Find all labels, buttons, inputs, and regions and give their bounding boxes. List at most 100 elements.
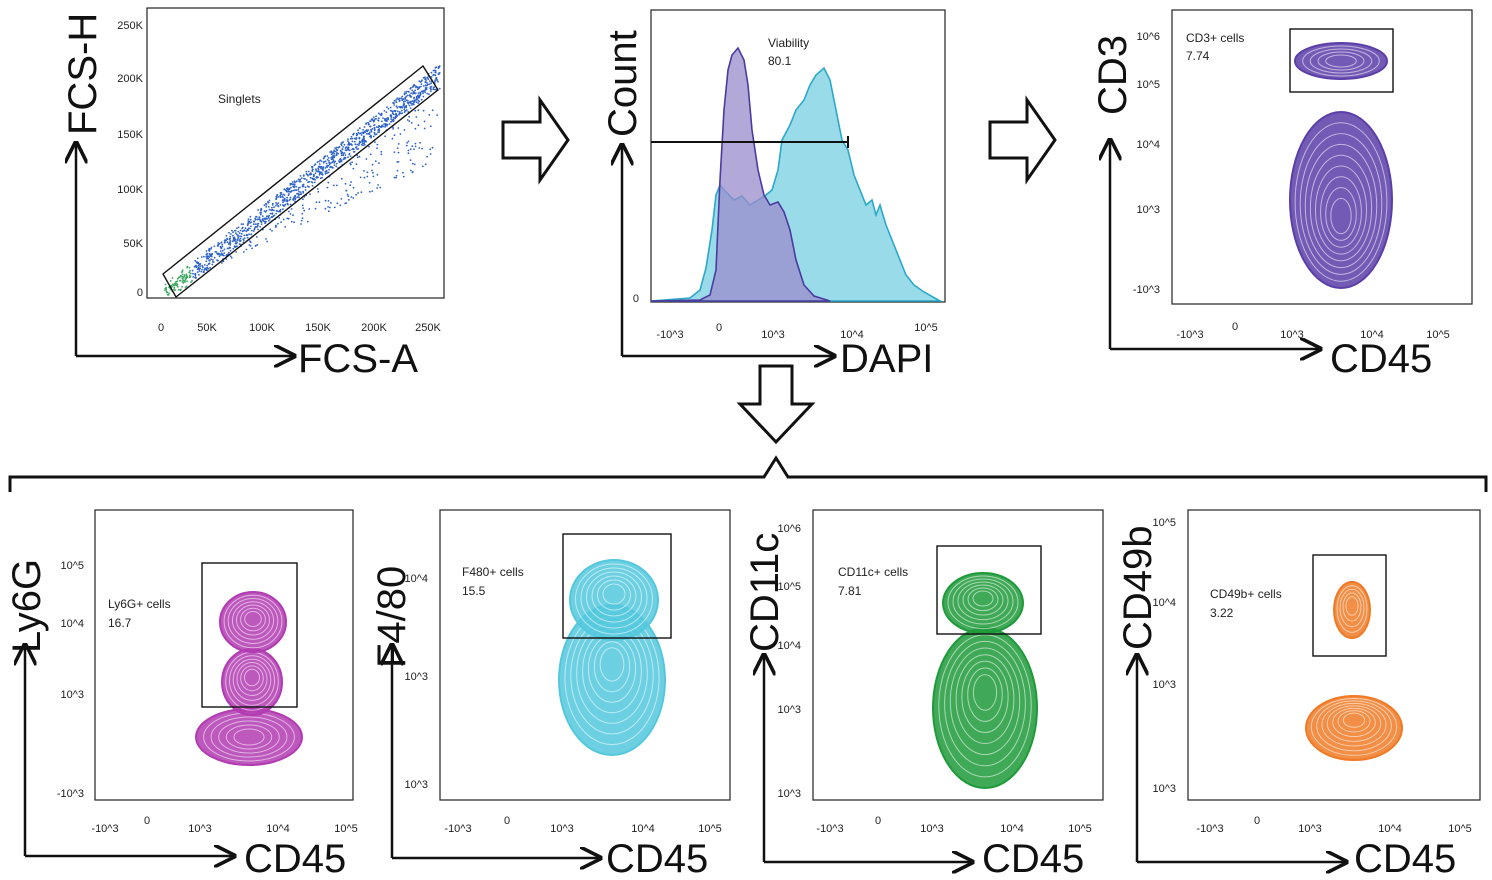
scatter-point [326,158,329,161]
scatter-point [236,241,239,244]
contours [932,572,1038,789]
scatter-point [380,150,383,153]
scatter-point [351,148,354,151]
contour-line [1299,133,1383,275]
contour-line [1336,585,1368,633]
scatter-point [346,193,349,196]
x-tick: 10^5 [1448,823,1472,835]
scatter-point [221,249,224,252]
scatter-point [199,263,202,265]
scatter-point [332,160,335,163]
scatter-point [384,126,386,128]
scatter-point [392,116,395,119]
scatter-point [332,167,334,169]
scatter-point [171,285,174,288]
scatter-point [347,148,349,151]
scatter-point [236,227,238,230]
scatter-point [226,241,229,244]
scatter-point [421,147,423,150]
contour-line [1330,197,1352,235]
scatter-point [333,162,336,164]
scatter-point [408,94,411,97]
scatter-point [395,176,397,179]
y-axis-label: Count [601,30,645,137]
y-tick-labels: 0 50K 100K 150K 200K 250K [117,20,143,299]
scatter-point [377,112,380,115]
x-tick: 0 [144,815,150,827]
scatter-point [398,99,401,102]
scatter-point [404,106,406,109]
contour-line [1332,707,1376,738]
scatter-point [389,115,392,117]
scatter-point [434,88,436,91]
cd11c-gate [936,545,1042,635]
scatter-point [196,271,199,273]
scatter-point [292,189,295,192]
scatter-point [292,183,295,186]
gate-name: CD11c+ cells [838,565,908,579]
scatter-point [208,256,211,258]
scatter-point [248,227,250,230]
contour-line [591,575,637,617]
scatter-point [274,204,277,207]
scatter-point [336,202,339,205]
scatter-point [438,72,441,74]
scatter-point [362,144,365,147]
scatter-point [164,283,167,286]
scatter-point [393,99,396,102]
scatter-point [385,123,388,126]
scatter-point [340,143,342,146]
scatter-point [198,268,201,271]
scatter-point [360,134,363,136]
y-tick-labels: 10^3 10^3 10^4 10^5 [1152,517,1176,795]
contour-line [597,579,631,611]
contour-line [223,594,283,649]
scatter-point [382,125,385,128]
scatter-point [411,86,414,88]
scatter-point [419,141,421,144]
scatter-point [381,120,383,123]
scatter-point [273,209,275,212]
scatter-point [305,170,308,173]
scatter-point [282,199,285,202]
scatter-point [176,277,179,280]
scatter-point [292,199,295,202]
scatter-point [315,201,318,204]
panel-ly6g: Ly6G+ cells 16.7 -10^3 10^3 10^4 10^5 -1… [5,509,358,880]
scatter-point [349,184,352,187]
scatter-point [201,264,204,267]
scatter-point [267,215,270,218]
scatter-point [425,86,428,89]
scatter-point [434,69,437,72]
scatter-point [182,282,185,284]
scatter-point [378,117,380,120]
contour-outline [1294,42,1388,80]
scatter-point [370,129,373,132]
scatter-point [299,193,302,196]
scatter-point [433,86,435,89]
scatter-point [234,232,237,235]
scatter-point [367,121,369,124]
scatter-point [334,150,337,153]
contour-line [972,590,994,607]
scatter-point [383,123,385,125]
x-axis-label: CD45 [982,837,1084,880]
scatter-point [427,78,430,81]
scatter-point [215,251,218,253]
contour-line [961,660,1009,734]
contour-line [1320,176,1362,248]
scatter-point [282,201,284,204]
scatter-point [293,183,296,186]
scatter-point [188,276,191,279]
contour-outline [219,591,287,653]
scatter-point [295,185,298,188]
scatter-point [423,120,426,123]
scatter-point [396,147,399,150]
scatter-point [287,190,290,193]
scatter-point [271,206,273,209]
scatter-point [434,80,436,83]
contour-line [233,728,265,746]
scatter-point [414,142,417,145]
scatter-point [316,188,319,190]
scatter-point [304,186,307,189]
